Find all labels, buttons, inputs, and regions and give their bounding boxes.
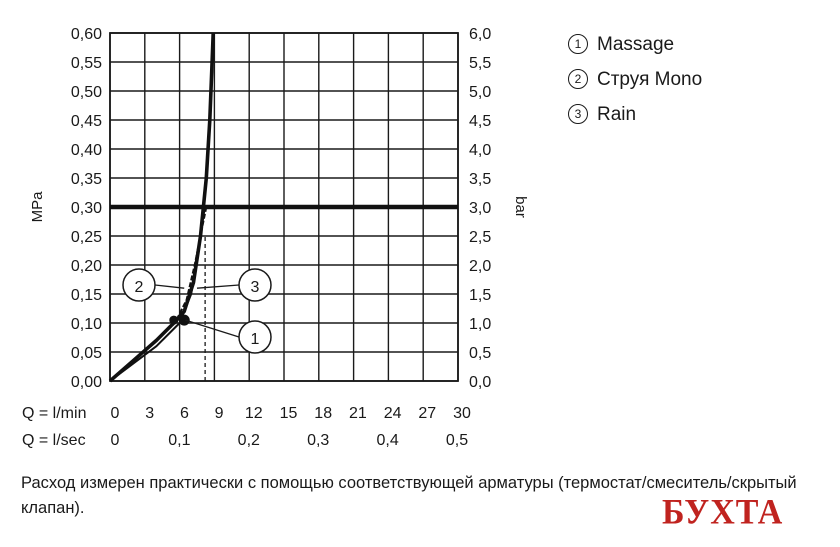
x-tick-label-lmin: 15 — [280, 405, 298, 422]
callout-label-2: 2 — [135, 279, 144, 296]
legend-label: Rain — [597, 104, 637, 125]
y-tick-label-left: 0,10 — [71, 316, 102, 333]
y-tick-label-right: 5,0 — [469, 84, 491, 101]
callout-circle-3 — [238, 268, 272, 302]
y-tick-label-right: 0,5 — [469, 345, 491, 362]
y-tick-label-right: 4,5 — [469, 113, 491, 130]
legend-marker: 1 — [568, 34, 588, 54]
x-tick-label-lmin: 21 — [349, 405, 367, 422]
callout-label-1: 1 — [251, 331, 260, 348]
series-line-3 — [109, 206, 208, 382]
y-tick-label-right: 3,5 — [469, 171, 491, 188]
x-tick-label-lsec: 0,2 — [238, 432, 260, 449]
callout-leader-3 — [196, 284, 240, 289]
y-tick-label-left: 0,60 — [71, 26, 102, 43]
callout-leader-2 — [154, 284, 185, 289]
watermark-logo: БУХТА — [662, 493, 784, 532]
x-tick-label-lmin: 0 — [111, 405, 120, 422]
x-tick-label-lmin: 27 — [418, 405, 436, 422]
y-tick-label-left: 0,40 — [71, 142, 102, 159]
y-tick-label-right: 6,0 — [469, 26, 491, 43]
pressure-flow-chart: 0,000,050,100,150,200,250,300,350,400,45… — [22, 26, 529, 449]
y-tick-label-left: 0,30 — [71, 200, 102, 217]
x-tick-label-lsec: 0,3 — [307, 432, 329, 449]
y-tick-label-right: 1,0 — [469, 316, 491, 333]
x-axis-label-lsec: Q = l/sec — [22, 432, 86, 449]
y-tick-label-left: 0,45 — [71, 113, 102, 130]
legend-item-mono: 2 Струя Mono — [568, 62, 702, 97]
x-tick-label-lsec: 0,5 — [446, 432, 468, 449]
callout-circle-2 — [122, 268, 156, 302]
x-tick-label-lmin: 30 — [453, 405, 471, 422]
y-axis-title-left: MPa — [29, 191, 46, 223]
y-tick-label-left: 0,25 — [71, 229, 102, 246]
y-tick-label-left: 0,05 — [71, 345, 102, 362]
y-tick-label-left: 0,35 — [71, 171, 102, 188]
callout-leader-1 — [185, 319, 240, 338]
y-tick-label-right: 1,5 — [469, 287, 491, 304]
callout-circle-1 — [238, 320, 272, 354]
x-tick-label-lsec: 0,1 — [168, 432, 190, 449]
legend-marker: 2 — [568, 69, 588, 89]
y-tick-label-right: 2,5 — [469, 229, 491, 246]
flow-measurement-note: Расход измерен практически с помощью соо… — [21, 474, 797, 517]
x-tick-label-lmin: 6 — [180, 405, 189, 422]
legend-item-massage: 1 Massage — [568, 27, 702, 62]
y-tick-label-left: 0,15 — [71, 287, 102, 304]
x-tick-label-lmin: 9 — [215, 405, 224, 422]
legend-label: Струя Mono — [597, 69, 703, 90]
curve-knee-marker — [178, 314, 190, 326]
y-axis-title-right: bar — [512, 196, 529, 218]
y-tick-label-left: 0,50 — [71, 84, 102, 101]
legend: 1 Massage 2 Струя Mono 3 Rain — [568, 27, 702, 132]
x-tick-label-lsec: 0,4 — [376, 432, 398, 449]
y-tick-label-left: 0,00 — [71, 374, 102, 391]
y-tick-label-right: 2,0 — [469, 258, 491, 275]
x-tick-label-lmin: 24 — [384, 405, 402, 422]
x-tick-label-lmin: 12 — [245, 405, 263, 422]
y-tick-label-right: 5,5 — [469, 55, 491, 72]
y-tick-label-left: 0,55 — [71, 55, 102, 72]
legend-item-rain: 3 Rain — [568, 97, 702, 132]
legend-label: Massage — [597, 34, 675, 55]
y-tick-label-right: 4,0 — [469, 142, 491, 159]
y-tick-label-left: 0,20 — [71, 258, 102, 275]
x-tick-label-lmin: 18 — [314, 405, 332, 422]
y-tick-label-right: 3,0 — [469, 200, 491, 217]
curve-knee-marker — [169, 315, 179, 325]
x-axis-label-lmin: Q = l/min — [22, 405, 86, 422]
y-tick-label-right: 0,0 — [469, 374, 491, 391]
x-tick-label-lmin: 3 — [145, 405, 154, 422]
legend-marker: 3 — [568, 104, 588, 124]
x-tick-label-lsec: 0 — [111, 432, 120, 449]
callout-label-3: 3 — [251, 279, 260, 296]
